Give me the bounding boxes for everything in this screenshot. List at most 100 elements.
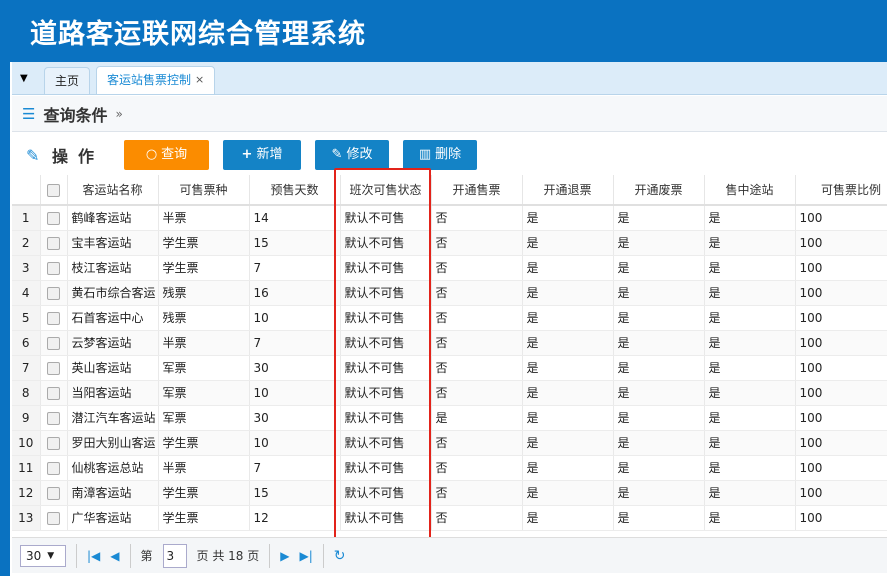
prev-page-icon[interactable]: ◀ [110, 548, 120, 563]
table-cell: 英山客运站 [67, 355, 159, 381]
edit-button[interactable]: ✎ 修改 [315, 140, 389, 170]
row-checkbox[interactable] [40, 380, 68, 406]
table-cell: 默认不可售 [340, 480, 432, 506]
tab-bar: ▼ 主页 客运站售票控制 × [12, 62, 887, 95]
next-page-icon[interactable]: ▶ [280, 548, 290, 563]
table-row[interactable]: 13 广华客运站 学生票 12 默认不可售否是是是 100 [12, 505, 887, 531]
delete-button[interactable]: ▥ 删除 [403, 140, 477, 170]
table-row[interactable]: 2 宝丰客运站 学生票 15 默认不可售否是是是 100 [12, 230, 887, 256]
row-checkbox[interactable] [40, 430, 68, 456]
row-number: 11 [12, 455, 41, 481]
table-cell: 枝江客运站 [67, 255, 159, 281]
page-number-input[interactable]: 3 [162, 543, 187, 568]
search-icon: ○ [145, 147, 158, 162]
row-checkbox[interactable] [40, 255, 68, 281]
query-label: 查询 [161, 147, 188, 162]
table-cell: 学生票 [158, 505, 250, 531]
row-checkbox[interactable] [40, 205, 68, 231]
table-cell: 残票 [158, 280, 250, 306]
edit-icon: ✎ [331, 147, 343, 162]
tab-home[interactable]: 主页 [44, 67, 91, 94]
table-cell: 是 [613, 205, 705, 231]
table-cell: 100 [795, 230, 887, 256]
table-cell: 是 [522, 280, 614, 306]
table-cell: 仙桃客运总站 [67, 455, 159, 481]
table-cell: 是 [613, 330, 705, 356]
table-cell: 10 [249, 430, 341, 456]
wrench-icon: ✎ [26, 145, 40, 165]
table-cell: 宝丰客运站 [67, 230, 159, 256]
table-row[interactable]: 5 石首客运中心 残票 10 默认不可售否是是是 100 [12, 305, 887, 331]
table-cell: 是 [522, 430, 614, 456]
table-cell: 100 [795, 380, 887, 406]
row-checkbox[interactable] [40, 230, 68, 256]
table-cell: 否 [431, 430, 523, 456]
table-cell: 10 [249, 305, 341, 331]
row-checkbox[interactable] [40, 330, 68, 356]
table-row[interactable]: 10 罗田大别山客运 学生票 10 默认不可售否是是是 100 [12, 430, 887, 456]
query-button[interactable]: ○ 查询 [124, 140, 209, 170]
table-row[interactable]: 8 当阳客运站 军票 10 默认不可售否是是是 100 [12, 380, 887, 406]
first-page-icon[interactable]: |◀ [87, 548, 101, 563]
table-row[interactable]: 12 南漳客运站 学生票 15 默认不可售否是是是 100 [12, 480, 887, 506]
table-row[interactable]: 1 鹤峰客运站 半票 14 默认不可售否是是是 100 [12, 205, 887, 231]
add-label: 新增 [256, 147, 283, 162]
row-number: 2 [12, 230, 41, 256]
table-cell: 是 [704, 330, 796, 356]
table-row[interactable]: 3 枝江客运站 学生票 7 默认不可售否是是是 100 [12, 255, 887, 281]
table-cell: 是 [613, 405, 705, 431]
table-cell: 100 [795, 280, 887, 306]
add-button[interactable]: + 新增 [223, 140, 301, 170]
table-cell: 半票 [158, 455, 250, 481]
table-row[interactable]: 7 英山客运站 军票 30 默认不可售否是是是 100 [12, 355, 887, 381]
row-checkbox[interactable] [40, 305, 68, 331]
chevron-down-icon: ▼ [47, 550, 55, 561]
column-header[interactable]: 预售天数 [249, 175, 341, 206]
column-header[interactable]: 售中途站 [704, 175, 796, 206]
column-header[interactable]: 开通废票 [613, 175, 705, 206]
table-cell: 是 [613, 305, 705, 331]
column-header[interactable]: 班次可售状态 [340, 175, 432, 206]
column-header[interactable]: 可售票种 [158, 175, 250, 206]
row-checkbox[interactable] [40, 505, 68, 531]
refresh-icon[interactable]: ↻ [333, 547, 346, 564]
column-header[interactable]: 开通退票 [522, 175, 614, 206]
table-cell: 否 [431, 305, 523, 331]
table-row[interactable]: 4 黄石市综合客运 残票 16 默认不可售否是是是 100 [12, 280, 887, 306]
query-conditions-title[interactable]: 查询条件 [43, 105, 108, 125]
row-number: 3 [12, 255, 41, 281]
table-cell: 黄石市综合客运 [67, 280, 159, 306]
row-checkbox[interactable] [40, 405, 68, 431]
table-row[interactable]: 9 潜江汽车客运站 军票 30 默认不可售是是是是 100 [12, 405, 887, 431]
table-cell: 是 [522, 380, 614, 406]
close-icon[interactable]: × [195, 73, 205, 86]
table-row[interactable]: 6 云梦客运站 半票 7 默认不可售否是是是 100 [12, 330, 887, 356]
row-checkbox[interactable] [40, 480, 68, 506]
row-number: 12 [12, 480, 41, 506]
table-cell: 当阳客运站 [67, 380, 159, 406]
row-checkbox[interactable] [40, 355, 68, 381]
table-cell: 是 [613, 430, 705, 456]
row-checkbox[interactable] [40, 455, 68, 481]
select-all-checkbox[interactable] [40, 175, 68, 206]
table-cell: 100 [795, 505, 887, 531]
row-checkbox[interactable] [40, 280, 68, 306]
table-cell: 否 [431, 280, 523, 306]
table-cell: 是 [522, 480, 614, 506]
chevron-double-down-icon[interactable]: » [115, 106, 123, 121]
table-cell: 7 [249, 255, 341, 281]
table-header: 客运站名称 可售票种 预售天数 班次可售状态 开通售票 开通退票 开通废票 售中途站 可售票比例 [12, 175, 887, 206]
column-header[interactable]: 可售票比例 [795, 175, 887, 206]
tab-ticket-control[interactable]: 客运站售票控制 × [96, 66, 216, 94]
last-page-icon[interactable]: ▶| [299, 548, 313, 563]
tab-menu-dropdown-icon[interactable]: ▼ [20, 72, 28, 84]
row-number: 4 [12, 280, 41, 306]
row-number: 10 [12, 430, 41, 456]
table-cell: 是 [613, 230, 705, 256]
table-cell: 是 [522, 355, 614, 381]
page-size-select[interactable]: 30 ▼ [20, 544, 66, 567]
column-header[interactable]: 客运站名称 [67, 175, 159, 206]
column-header[interactable]: 开通售票 [431, 175, 523, 206]
table-cell: 100 [795, 480, 887, 506]
table-row[interactable]: 11 仙桃客运总站 半票 7 默认不可售否是是是 100 [12, 455, 887, 481]
